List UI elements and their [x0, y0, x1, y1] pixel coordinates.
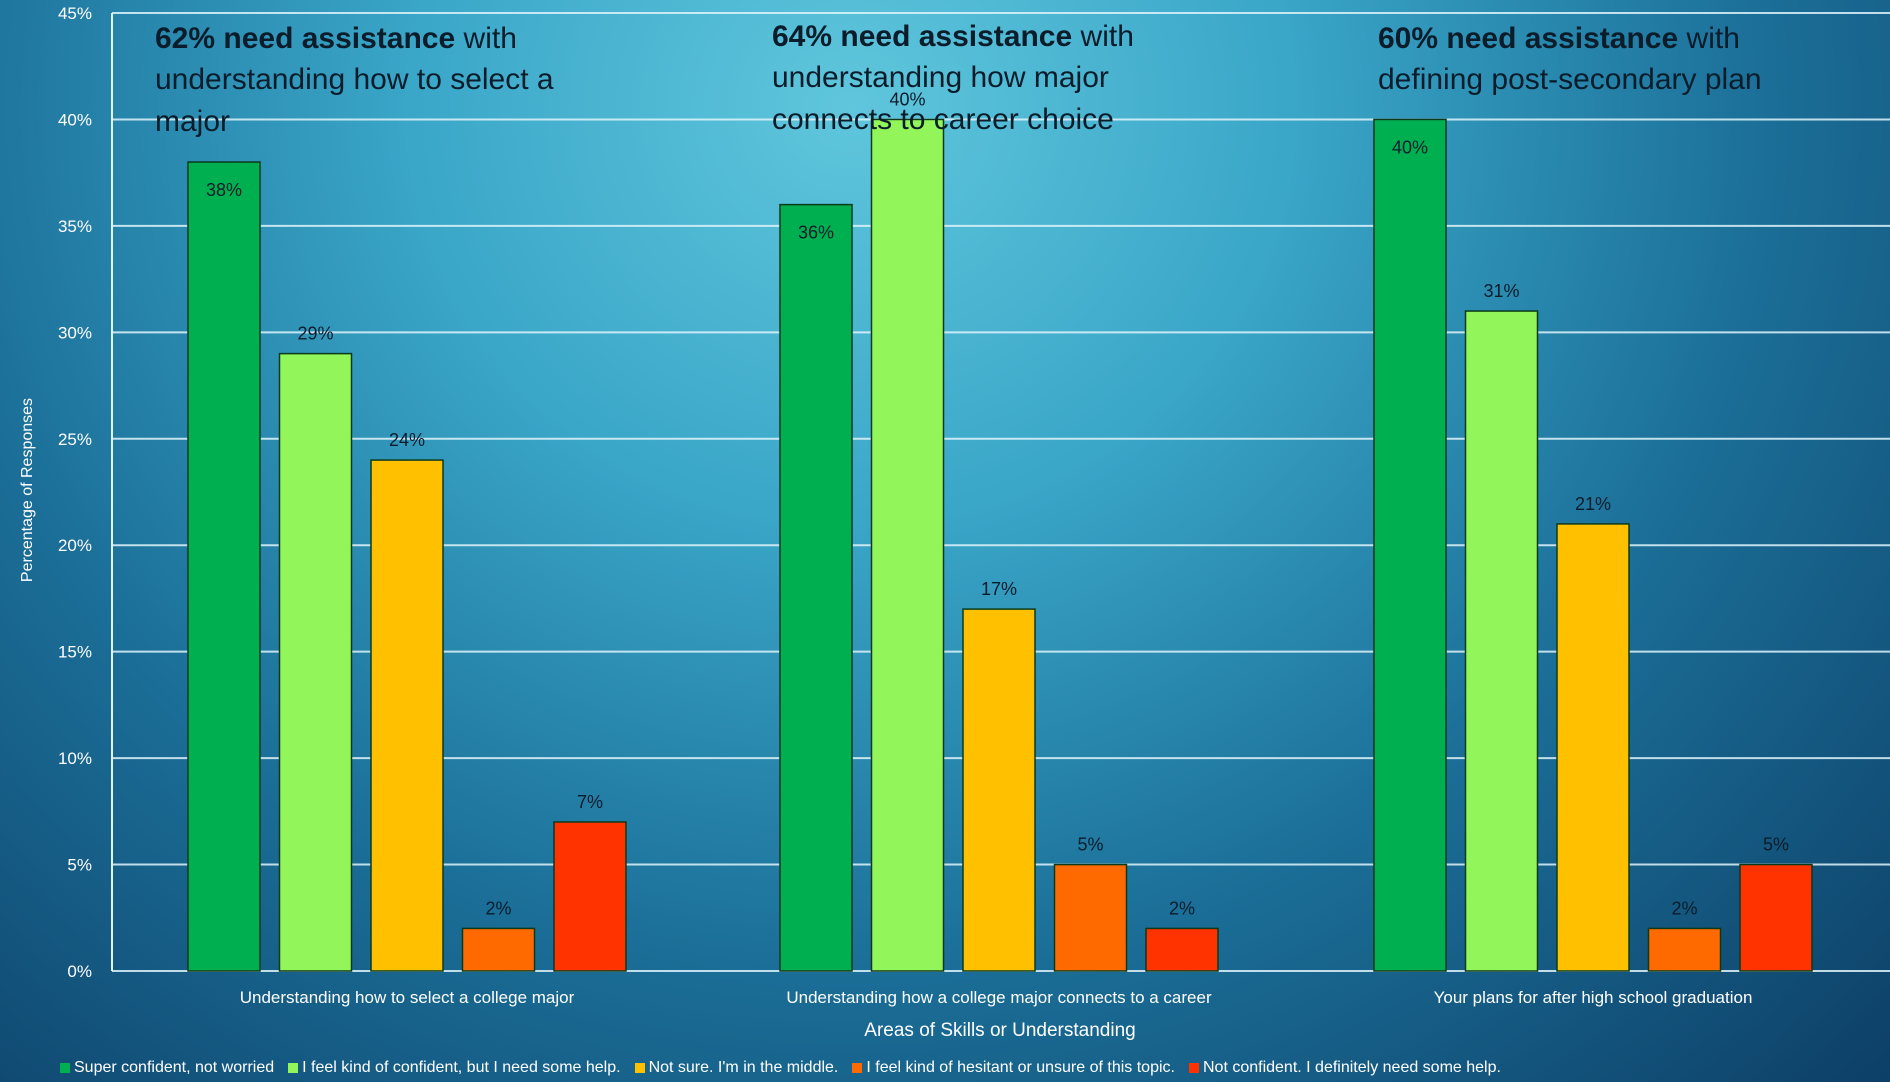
bar [1556, 523, 1630, 972]
y-axis-label: Percentage of Responses [19, 397, 36, 583]
bar [187, 161, 261, 972]
x-tick-label: Understanding how to select a college ma… [240, 988, 575, 1007]
bar [370, 459, 444, 972]
bar [1464, 310, 1539, 972]
bar [779, 203, 853, 972]
legend-label: Not sure. I'm in the middle. [648, 1059, 839, 1076]
bar [553, 821, 627, 972]
legend-item: I feel kind of confident, but I need som… [288, 1059, 621, 1077]
y-tick-label: 5% [67, 856, 92, 875]
data-label: 2% [485, 898, 511, 918]
annotation-1-bold: 62% need assistance [155, 22, 456, 55]
data-label: 21% [1575, 494, 1611, 514]
data-label: 40% [889, 89, 925, 109]
legend-label: I feel kind of confident, but I need som… [302, 1059, 621, 1076]
legend-item: Not sure. I'm in the middle. [634, 1059, 839, 1077]
bar [1739, 863, 1813, 972]
x-tick-label: Understanding how a college major connec… [786, 988, 1212, 1007]
annotation-3: 60% need assistance with defining post-s… [1378, 18, 1828, 101]
data-label: 29% [297, 324, 333, 344]
bar [1145, 927, 1219, 972]
legend-label: Super confident, not worried [74, 1059, 275, 1076]
y-tick-label: 15% [58, 643, 92, 662]
data-label: 2% [1671, 898, 1697, 918]
bars: 38% 36% 40% 29% 40% 31% 24% 17% 21% 2% 5% 2% 7% 2% 5% [187, 89, 1813, 972]
x-axis-ticks: Understanding how to select a college ma… [240, 988, 1753, 1007]
y-tick-label: 0% [67, 962, 92, 981]
y-tick-label: 25% [58, 430, 92, 449]
data-label: 36% [798, 223, 834, 243]
bar [1647, 927, 1722, 972]
annotation-2: 64% need assistance with understanding h… [772, 16, 1162, 140]
data-label: 24% [389, 430, 425, 450]
legend-swatch [852, 1063, 863, 1073]
data-label: 7% [577, 792, 603, 812]
annotation-2-bold: 64% need assistance [772, 20, 1073, 53]
annotation-1: 62% need assistance with understanding h… [155, 18, 605, 142]
y-tick-label: 40% [58, 110, 92, 129]
bar [962, 608, 1036, 972]
legend-swatch [634, 1063, 645, 1073]
legend-label: Not confident. I definitely need some he… [1202, 1059, 1501, 1076]
data-label: 40% [1392, 137, 1428, 157]
legend-swatch [1188, 1063, 1199, 1073]
legend-item: I feel kind of hesitant or unsure of thi… [852, 1059, 1175, 1077]
legend-swatch [288, 1063, 299, 1073]
bar [1053, 863, 1128, 972]
y-tick-label: 20% [58, 536, 92, 555]
data-label: 5% [1077, 835, 1103, 855]
bar [1373, 118, 1447, 972]
bar [461, 927, 536, 972]
bar [870, 118, 945, 972]
legend-item: Super confident, not worried [60, 1059, 274, 1077]
data-label: 31% [1483, 281, 1519, 301]
data-label: 5% [1763, 835, 1789, 855]
bar [278, 352, 353, 972]
annotation-3-bold: 60% need assistance [1378, 22, 1679, 55]
y-tick-label: 35% [58, 217, 92, 236]
legend-swatch [60, 1063, 70, 1073]
y-tick-label: 30% [58, 323, 92, 342]
annotation-3-rest: with defining post-secondary plan [1378, 22, 1762, 97]
x-axis-label: Areas of Skills or Understanding [864, 1020, 1136, 1041]
y-tick-label: 10% [58, 749, 92, 768]
legend-label: I feel kind of hesitant or unsure of thi… [866, 1059, 1175, 1076]
data-label: 2% [1169, 898, 1195, 918]
legend-item: Not confident. I definitely need some he… [1188, 1059, 1501, 1077]
data-label: 38% [206, 180, 242, 200]
y-axis-ticks: 0% 5% 10% 15% 20% 25% 30% 35% 40% 45% [58, 4, 92, 981]
annotation-1-rest: with understanding how to select a major [155, 22, 554, 138]
x-tick-label: Your plans for after high school graduat… [1434, 988, 1753, 1007]
annotation-2-rest: with understanding how major connects to… [772, 20, 1134, 136]
legend: Super confident, not worried I feel kind … [60, 1059, 1890, 1077]
data-label: 17% [981, 579, 1017, 599]
y-tick-label: 45% [58, 4, 92, 23]
